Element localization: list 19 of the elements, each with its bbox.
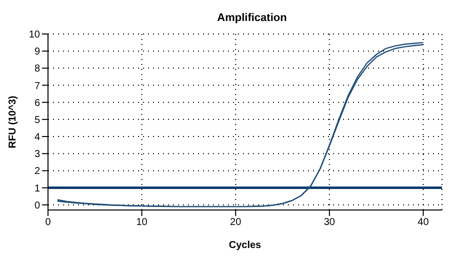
y-tick-label: 6 (34, 98, 40, 109)
x-tick-label: 20 (230, 217, 242, 228)
x-tick-label: 0 (45, 217, 52, 228)
x-tick-label: 40 (418, 217, 430, 228)
y-tick-label: 3 (34, 149, 40, 160)
y-tick-label: 7 (34, 80, 40, 92)
y-tick-label: 1 (34, 183, 40, 194)
y-tick-label: 4 (34, 132, 40, 144)
y-tick-label: 5 (34, 114, 40, 126)
y-tick-label: 2 (34, 166, 40, 178)
y-tick-label: 9 (34, 46, 40, 58)
y-tick-label: 0 (34, 200, 40, 212)
y-tick-label: 8 (34, 64, 40, 75)
y-axis-title: RFU (10^3) (8, 96, 19, 148)
x-tick-label: 30 (324, 217, 336, 228)
y-tick-label: 10 (28, 30, 40, 41)
x-axis-title: Cycles (228, 240, 262, 251)
x-tick-label: 10 (136, 217, 148, 228)
chart-title: Amplification (216, 11, 288, 26)
